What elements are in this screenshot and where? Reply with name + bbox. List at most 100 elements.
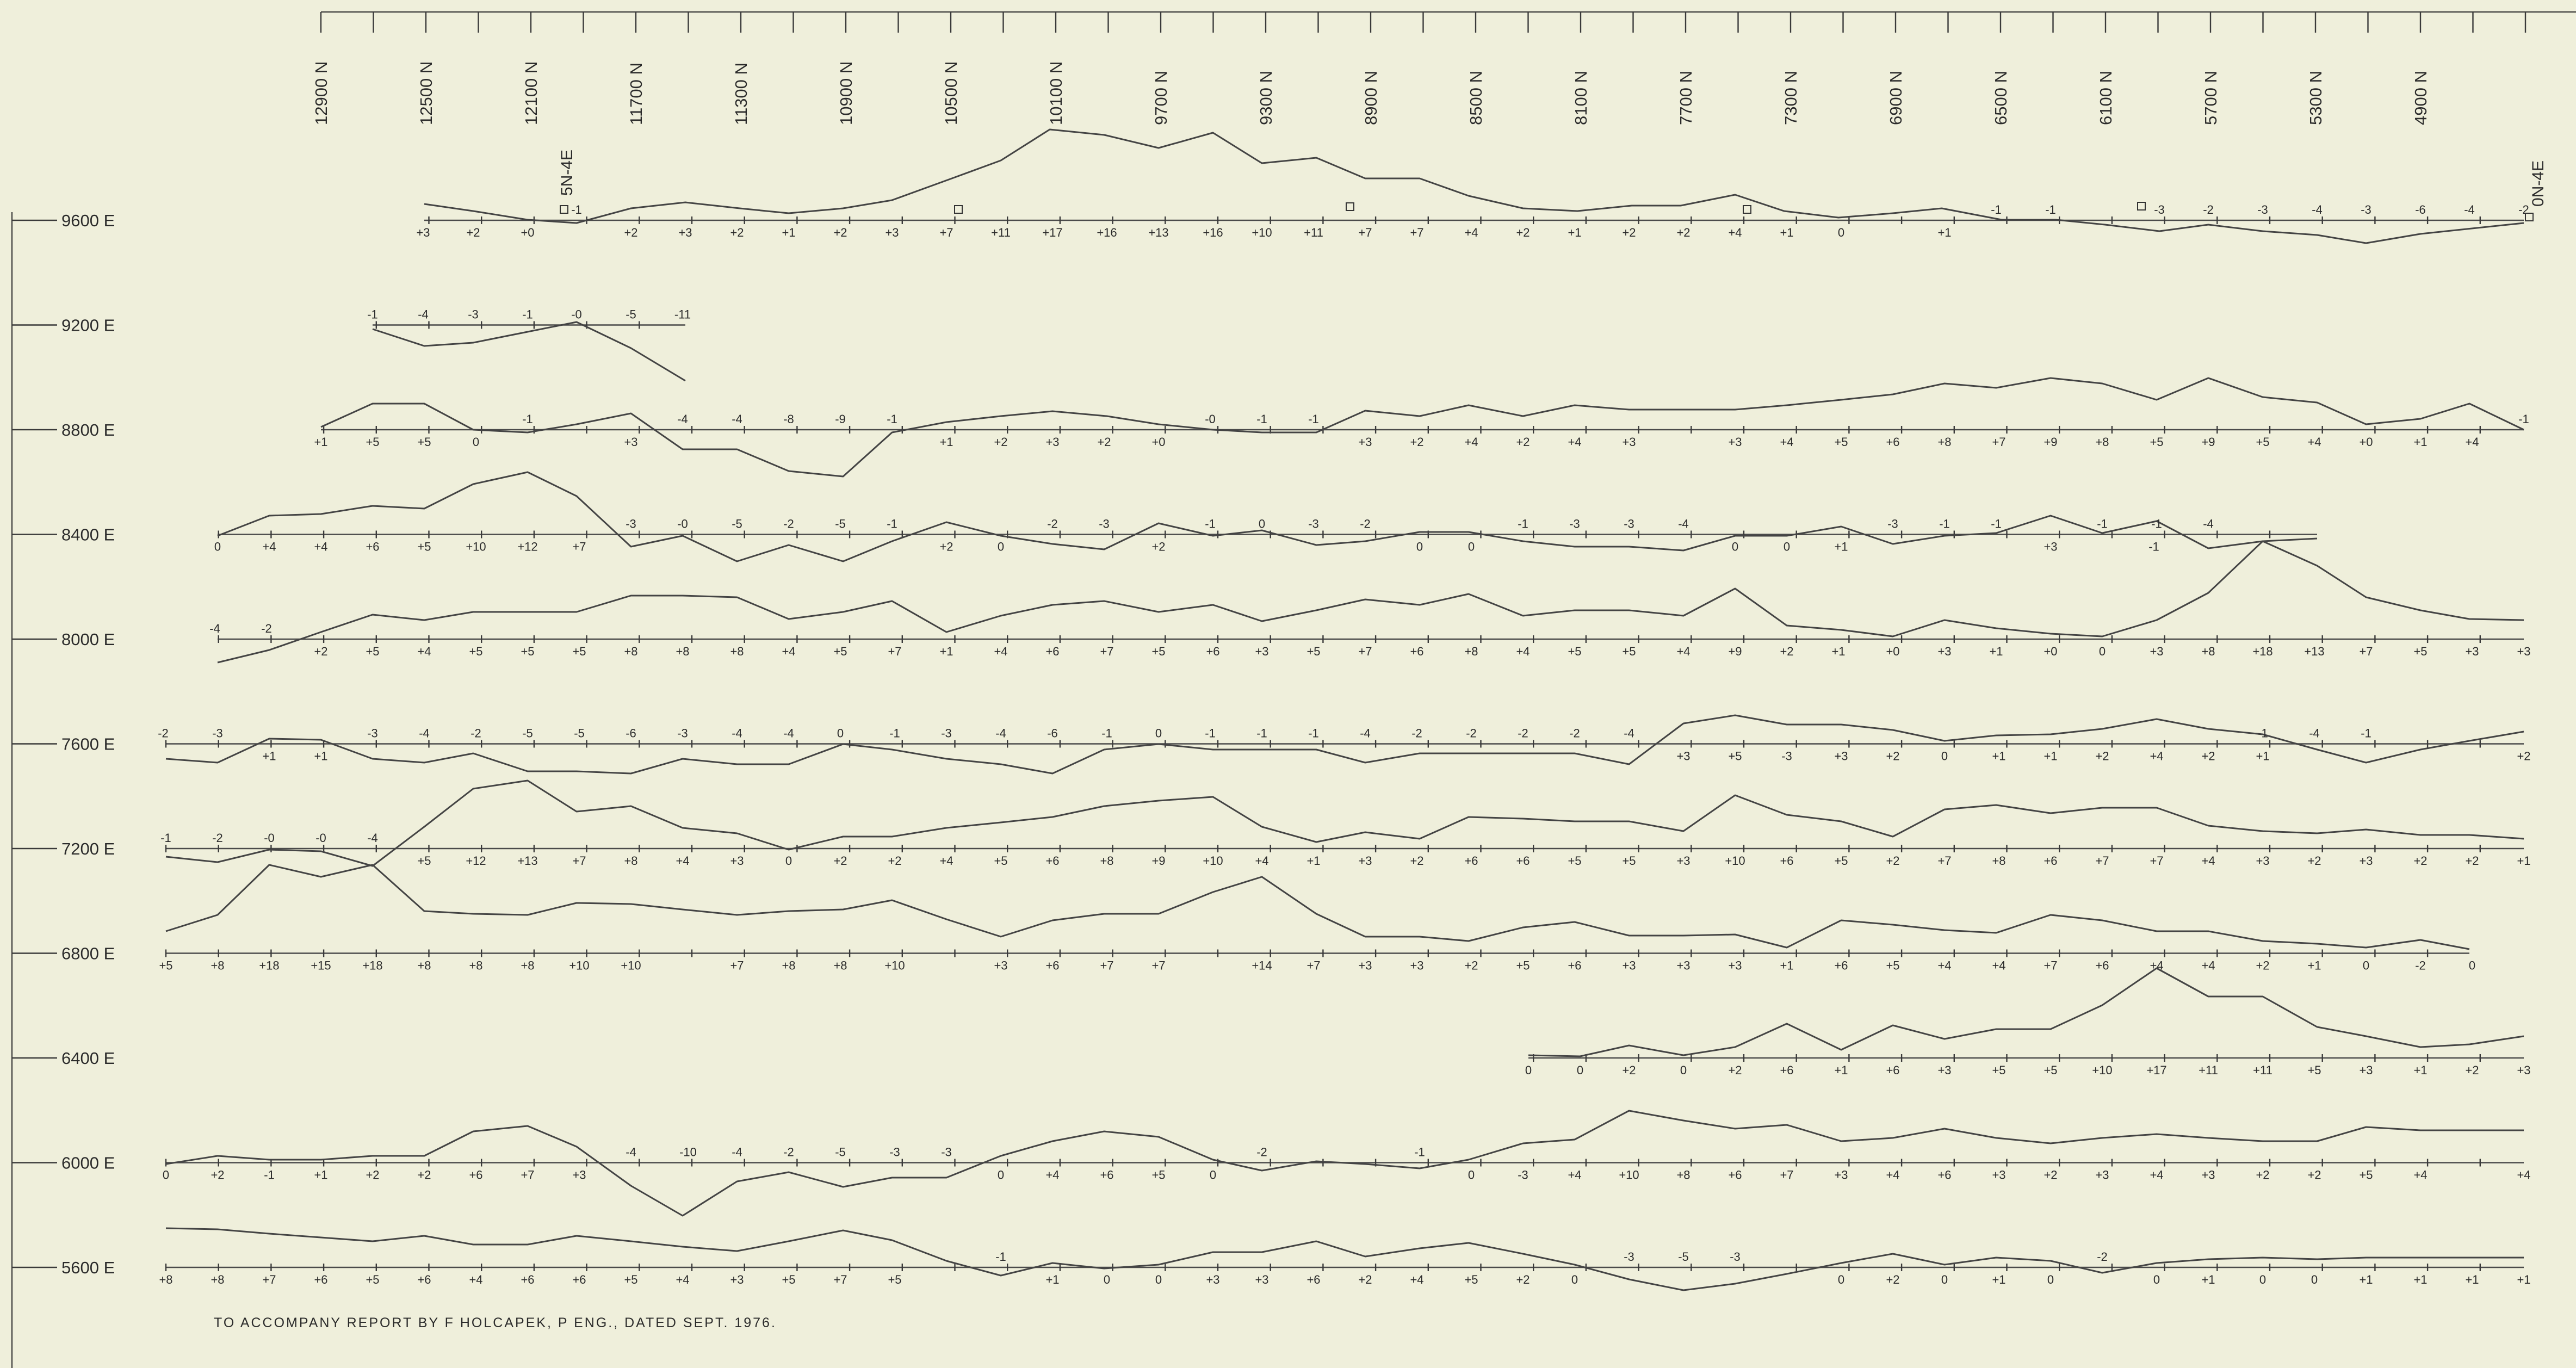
reading-below: +6 [314,1273,327,1286]
profile-curve [165,1227,2524,1291]
reading-above: -1 [887,517,897,531]
reading-below: +7 [1306,959,1320,973]
reading-above: -3 [1308,517,1319,531]
reading-below: +5 [366,1273,379,1286]
reading-below: +13 [517,854,537,868]
reading-below: +2 [2256,1168,2269,1182]
reading-below: +2 [1886,1273,1899,1286]
reading-below: +4 [1568,435,1581,449]
reading-above: -4 [677,412,688,426]
reading-below: +5 [417,854,431,868]
easting-label: 9600 E [61,211,115,230]
reading-below: +2 [2307,1168,2321,1182]
reading-above: -2 [261,622,272,635]
reading-below: +6 [1886,435,1899,449]
reading-below: +1 [1992,750,2005,763]
reading-below: +3 [1937,645,1951,658]
reading-below: +4 [676,854,689,868]
reading-above: -1 [2257,727,2268,740]
reading-below: +4 [782,645,795,658]
reading-above: -2 [212,831,223,845]
reading-below: +5 [1306,645,1320,658]
reading-below: +3 [1728,959,1742,973]
reading-below: +2 [1516,435,1530,449]
reading-below: +6 [366,540,379,554]
reading-above: -3 [1569,517,1580,531]
reading-above: -4 [783,727,794,740]
easting-label: 8800 E [61,420,115,440]
profile-7600-E: -2 -3 -3 -4 -2 -5 -5 -6 -3 -4 -4 0 -1 -3 -4 -6 -1 0 -1 -1 -1… [158,714,2531,775]
profile-curve [165,1110,2524,1217]
reading-below: +10 [1252,226,1272,239]
reading-above: -3 [468,308,479,321]
reading-below: +7 [2150,854,2163,868]
reading-above: -5 [522,727,533,740]
reading-below: +1 [1568,226,1581,239]
reading-below: +2 [1358,1273,1372,1286]
reading-below: +2 [366,1168,379,1182]
reading-below: +4 [939,854,953,868]
reading-above: -3 [212,727,223,740]
reading-below: +8 [1992,854,2005,868]
reading-below: +8 [210,959,224,973]
easting-label: 6800 E [61,944,115,963]
profile-6400-E: 0 0 +2 0 +2 +6 +1 +6 +3 +5 +5 +10 +17 +11 +11 +5 +3 +1 +2 +… [1525,967,2531,1077]
reading-below: +5 [2150,435,2163,449]
reading-below: +8 [2201,645,2215,658]
reading-below: +7 [572,540,586,554]
reading-below: 0 [1104,1273,1110,1286]
reading-below: 0 [1784,540,1790,554]
reading-below: +3 [1358,959,1372,973]
reading-below: +4 [2307,435,2321,449]
reading-above: -4 [2203,517,2214,531]
reading-below: +5 [624,1273,637,1286]
reading-below: 0 [473,435,479,449]
reading-below: +4 [2413,1168,2427,1182]
profile-6800-E: +5 +8 +18 +15 +18 +8 +8 +8 +10 +10 +7 +8 +8 +10 +3 +6 +7… [159,864,2475,973]
reading-below: +4 [1516,645,1530,658]
reading-below: +3 [1676,750,1690,763]
reading-below: +4 [1255,854,1268,868]
reading-above: -4 [732,1146,742,1159]
reading-below: +10 [621,959,641,973]
easting-label: 5600 E [61,1258,115,1277]
reading-below: +8 [624,854,637,868]
reading-below: +3 [2517,1063,2530,1077]
reading-above: -3 [2361,203,2371,216]
reading-below: +1 [2517,1273,2530,1286]
reading-above: -4 [2464,203,2475,216]
reading-below: +6 [1100,1168,1113,1182]
reading-below: +3 [1206,1273,1219,1286]
northing-label: 5700 N [2201,71,2220,125]
profile-6000-E: -4 -10 -4 -2 -5 -3 -3 -2 -10 +2 -1 +1 +2 +2 +6 +7 +3 0 +4 +… [163,1110,2531,1217]
reading-above: -9 [835,412,846,426]
reading-below: +6 [2095,959,2109,973]
reading-above: -1 [1991,203,2002,216]
reading-below: +6 [1045,854,1059,868]
reading-above: -0 [1205,412,1216,426]
reading-above: -1 [1414,1146,1425,1159]
reading-above: -5 [574,727,585,740]
reading-below: +1 [2256,750,2269,763]
reading-below: +1 [1834,540,1848,554]
reading-below: +4 [314,540,327,554]
reading-below: +8 [1100,854,1113,868]
reading-below: +6 [1206,645,1219,658]
reading-below: +17 [2146,1063,2166,1077]
reading-below: +6 [1516,854,1530,868]
reading-above: -0 [677,517,688,531]
reading-above: -2 [783,1146,794,1159]
reading-below: +1 [2413,1273,2427,1286]
reading-below: +7 [2095,854,2109,868]
reading-below: +11 [2253,1063,2272,1077]
reading-above: -3 [1099,517,1110,531]
reading-below: +8 [1676,1168,1690,1182]
reading-below: +13 [2304,645,2324,658]
reading-below: +5 [417,540,431,554]
profile-curve [217,540,2524,664]
reading-below: +2 [2256,959,2269,973]
reading-below: +5 [1834,435,1848,449]
reading-below: +5 [1151,1168,1165,1182]
reading-below: +0 [521,226,534,239]
reading-below: +2 [2413,854,2427,868]
